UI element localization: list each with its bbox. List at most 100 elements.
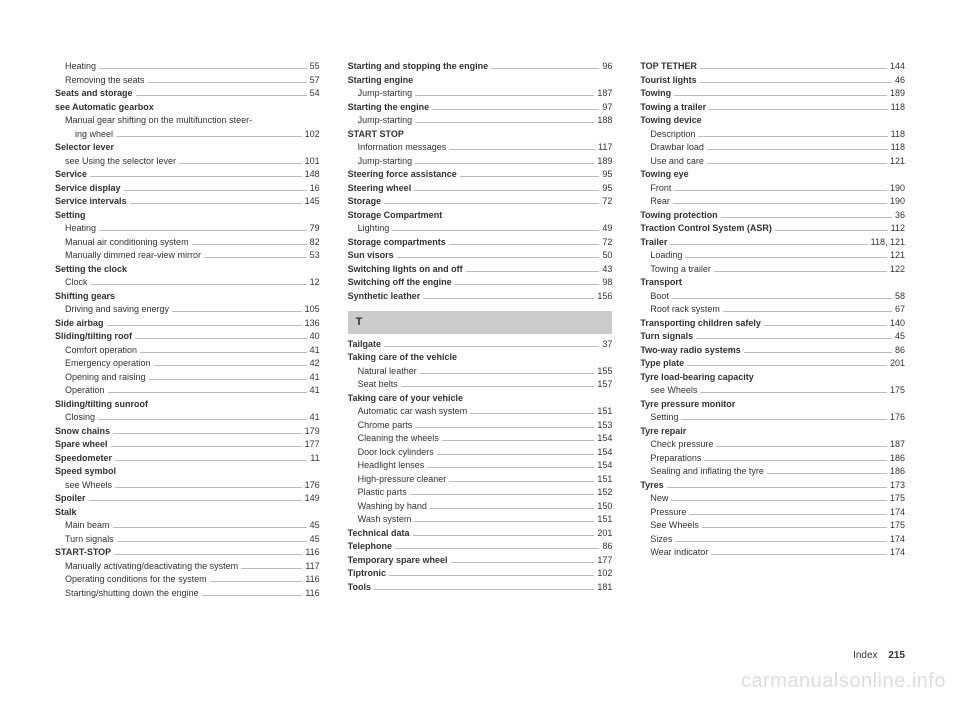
leader-dots: [114, 554, 302, 555]
leader-dots: [687, 365, 887, 366]
index-label: Chrome parts: [358, 419, 413, 433]
section-letter: T: [348, 311, 613, 334]
index-entry: Steering force assistance95: [348, 168, 613, 182]
leader-dots: [709, 109, 887, 110]
index-entry: Transporting children safely140: [640, 317, 905, 331]
index-entry: Taking care of the vehicle: [348, 351, 613, 365]
leader-dots: [449, 149, 595, 150]
index-entry: Starting and stopping the engine96: [348, 60, 613, 74]
index-page-ref: 101: [305, 155, 320, 169]
index-entry: See Wheels175: [640, 519, 905, 533]
index-label: Switching lights on and off: [348, 263, 463, 277]
leader-dots: [179, 163, 302, 164]
leader-dots: [210, 581, 303, 582]
leader-dots: [98, 419, 307, 420]
leader-dots: [707, 163, 887, 164]
index-label: Switching off the engine: [348, 276, 452, 290]
index-page-ref: 86: [895, 344, 905, 358]
index-page-ref: 41: [310, 371, 320, 385]
index-label: Temporary spare wheel: [348, 554, 448, 568]
leader-dots: [764, 325, 887, 326]
index-entry: Transport: [640, 276, 905, 290]
index-page-ref: 121: [890, 155, 905, 169]
leader-dots: [700, 392, 887, 393]
index-column-1: Heating55Removing the seats57Seats and s…: [55, 60, 320, 600]
index-page-ref: 49: [602, 222, 612, 236]
index-entry: TOP TETHER144: [640, 60, 905, 74]
leader-dots: [449, 244, 600, 245]
index-entry: Clock12: [55, 276, 320, 290]
index-entry: Storage72: [348, 195, 613, 209]
index-label: Seat belts: [358, 378, 398, 392]
leader-dots: [700, 68, 887, 69]
index-page-ref: 151: [597, 405, 612, 419]
index-entry: Towing a trailer118: [640, 101, 905, 115]
index-label: Description: [650, 128, 695, 142]
index-label: Operating conditions for the system: [65, 573, 207, 587]
index-page-ref: 58: [895, 290, 905, 304]
index-page-ref: 122: [890, 263, 905, 277]
leader-dots: [415, 95, 594, 96]
index-label: Manually activating/deactivating the sys…: [65, 560, 238, 574]
index-label: New: [650, 492, 668, 506]
leader-dots: [115, 487, 302, 488]
index-entry: Lighting49: [348, 222, 613, 236]
index-page-ref: 67: [895, 303, 905, 317]
index-page-ref: 97: [602, 101, 612, 115]
leader-dots: [744, 352, 892, 353]
index-page-ref: 189: [597, 155, 612, 169]
index-label: Storage: [348, 195, 382, 209]
index-page-ref: 96: [602, 60, 612, 74]
index-label: Traction Control System (ASR): [640, 222, 772, 236]
index-page-ref: 117: [598, 141, 612, 155]
index-label: Opening and raising: [65, 371, 146, 385]
index-entry: Sliding/tilting roof40: [55, 330, 320, 344]
index-entry: Tiptronic102: [348, 567, 613, 581]
index-page-ref: 79: [310, 222, 320, 236]
index-entry: Preparations186: [640, 452, 905, 466]
leader-dots: [154, 365, 307, 366]
index-page-ref: 152: [597, 486, 612, 500]
index-page-ref: 173: [890, 479, 905, 493]
leader-dots: [414, 521, 594, 522]
index-page-ref: 37: [602, 338, 612, 352]
index-entry: Door lock cylinders154: [348, 446, 613, 460]
index-label: Selector lever: [55, 141, 114, 155]
index-label: Emergency operation: [65, 357, 151, 371]
leader-dots: [115, 460, 307, 461]
index-label: Snow chains: [55, 425, 110, 439]
index-entry: Opening and raising 41: [55, 371, 320, 385]
index-label: Tourist lights: [640, 74, 696, 88]
index-page-ref: 177: [305, 438, 320, 452]
leader-dots: [672, 298, 892, 299]
index-label: Pressure: [650, 506, 686, 520]
index-entry: Heating79: [55, 222, 320, 236]
index-label: Removing the seats: [65, 74, 145, 88]
leader-dots: [136, 95, 307, 96]
index-label: Comfort operation: [65, 344, 137, 358]
index-entry: New175: [640, 492, 905, 506]
index-page-ref: 190: [890, 182, 905, 196]
leader-dots: [148, 82, 307, 83]
index-entry: Rear190: [640, 195, 905, 209]
leader-dots: [674, 95, 887, 96]
index-label: Turn signals: [640, 330, 693, 344]
index-entry: Removing the seats57: [55, 74, 320, 88]
leader-dots: [384, 346, 599, 347]
leader-dots: [90, 176, 302, 177]
index-entry: Seat belts157: [348, 378, 613, 392]
leader-dots: [442, 440, 595, 441]
index-entry: Starting/shutting down the engine116: [55, 587, 320, 601]
index-page-ref: 116: [305, 546, 319, 560]
index-entry: Telephone86: [348, 540, 613, 554]
index-page-ref: 151: [597, 473, 612, 487]
index-label: ing wheel: [75, 128, 113, 142]
index-label: Storage Compartment: [348, 209, 443, 223]
index-page-ref: 189: [890, 87, 905, 101]
index-entry: Loading121: [640, 249, 905, 263]
leader-dots: [241, 568, 302, 569]
index-label: Front: [650, 182, 671, 196]
index-entry: Closing41: [55, 411, 320, 425]
index-label: Spare wheel: [55, 438, 108, 452]
index-label: Jump-starting: [358, 87, 413, 101]
